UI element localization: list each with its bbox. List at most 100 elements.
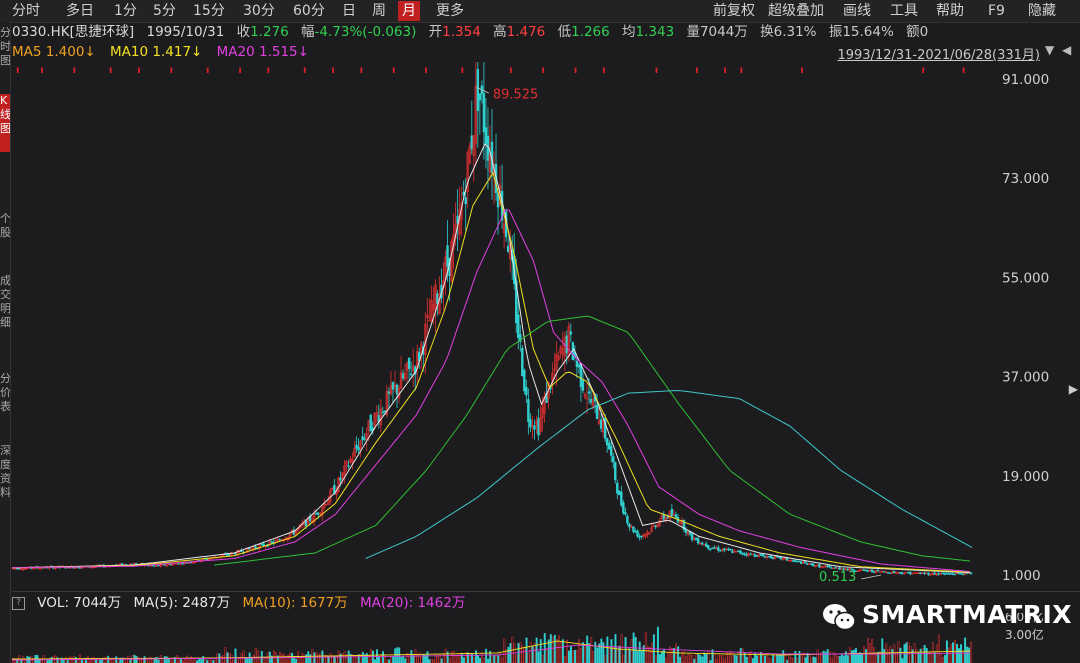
candle-body <box>248 548 251 550</box>
signal-marker: ı <box>137 65 140 76</box>
volume-bar <box>353 656 356 663</box>
volume-bar <box>624 637 627 663</box>
candle-body <box>713 547 716 549</box>
volume-bar <box>254 647 257 663</box>
tab-period-1min[interactable]: 1分 <box>114 3 137 19</box>
volume-bar <box>539 639 542 663</box>
volume-bar <box>861 654 863 663</box>
candle-body <box>278 539 281 541</box>
volume-chart[interactable]: 6.00亿 3.00亿 <box>12 613 1080 663</box>
volume-bar <box>202 656 205 663</box>
signal-marker: ı <box>542 65 545 76</box>
volume-bar <box>695 654 698 663</box>
tab-period-30min[interactable]: 30分 <box>243 3 275 19</box>
side-tab-trade-detail[interactable]: 成交明细 <box>0 274 10 329</box>
volume-bar <box>464 652 467 663</box>
tab-period-60min[interactable]: 60分 <box>293 3 325 19</box>
candle-body <box>539 417 542 432</box>
volume-bar <box>830 658 833 663</box>
indicator-help-icon[interactable]: ? <box>12 596 25 610</box>
volume-bar <box>735 655 738 663</box>
candle-body <box>709 548 712 550</box>
volume-bar <box>828 651 831 663</box>
candle-body <box>446 245 449 267</box>
candle-body <box>717 547 720 551</box>
volume-bar <box>428 659 431 663</box>
range-dropdown-icon[interactable]: ▼ <box>1045 43 1055 57</box>
volume-bar <box>232 659 235 663</box>
hide-button[interactable]: 隐藏 <box>1028 3 1056 19</box>
volume-bar <box>533 643 536 663</box>
ma5-legend: MA5 1.400↓ <box>12 44 96 60</box>
expand-right-icon[interactable]: ▶ <box>1068 382 1078 396</box>
volume-value: 7044万 <box>699 24 748 40</box>
candle-body <box>177 563 180 565</box>
f9-button[interactable]: F9 <box>988 3 1005 19</box>
candle-body <box>628 523 631 528</box>
volume-bar <box>853 649 855 663</box>
adjust-forward-button[interactable]: 前复权 <box>713 3 755 19</box>
candle-body <box>547 381 550 399</box>
tab-period-multiday[interactable]: 多日 <box>66 3 94 19</box>
volume-bar <box>846 655 849 663</box>
volume-bar <box>426 651 429 663</box>
volume-bar <box>165 656 168 663</box>
candle-body <box>363 438 366 440</box>
candle-body <box>470 135 473 150</box>
side-tab-kline[interactable]: K线图 <box>0 94 10 152</box>
candle-body <box>917 572 920 574</box>
volume-bar <box>970 641 973 663</box>
candle-body <box>577 364 581 368</box>
volume-bar <box>543 633 546 663</box>
volume-bar <box>458 653 461 663</box>
quote-info-line: 0330.HK[思捷环球] 1995/10/31 收1.276 幅-4.73%(… <box>12 23 936 41</box>
volume-bar <box>382 651 385 663</box>
volume-bar <box>584 644 587 663</box>
super-overlay-button[interactable]: 超级叠加 <box>768 3 824 19</box>
volume-bar <box>499 653 502 663</box>
price-annotations: 89.525 0.513 <box>476 86 882 585</box>
candle-body <box>882 571 886 573</box>
tab-period-day[interactable]: 日 <box>342 3 356 19</box>
volume-bar <box>553 634 556 663</box>
candle-body <box>383 410 387 413</box>
volume-bar <box>842 655 845 663</box>
kline-chart[interactable]: ı ı ı ı ı ı ı ı ı ı ı ı ı ı ı ı ı ı ı ı ı ı ı ı ı ı 91.000 73.000 5… <box>12 62 1080 592</box>
draw-line-button[interactable]: 画线 <box>843 3 871 19</box>
candle-body <box>599 419 603 429</box>
tab-period-fenshi[interactable]: 分时 <box>12 3 40 19</box>
candle-body <box>759 554 762 556</box>
volume-bar <box>588 643 591 663</box>
volume-bar <box>889 645 892 663</box>
side-tab-fenshi[interactable]: 分时图 <box>0 26 10 67</box>
low-label: 低 <box>557 24 572 40</box>
volume-bar <box>378 656 380 663</box>
range-back-icon[interactable]: ◀ <box>1062 43 1072 57</box>
volume-bar <box>654 655 657 663</box>
help-button[interactable]: 帮助 <box>936 3 964 19</box>
tab-period-month[interactable]: 月 <box>398 1 420 21</box>
volume-bar <box>747 653 750 663</box>
volume-bar <box>743 652 746 663</box>
side-tab-price-table[interactable]: 分价表 <box>0 372 10 413</box>
volume-bar <box>141 659 144 663</box>
candle-body <box>818 564 821 568</box>
side-tab-stock[interactable]: 个股 <box>0 212 10 239</box>
volume-bar <box>396 647 399 663</box>
volume-bar <box>574 650 577 663</box>
volume-bar <box>755 655 758 663</box>
candle-body <box>474 85 478 144</box>
avg-field: 均1.343 <box>622 24 674 40</box>
tab-period-week[interactable]: 周 <box>372 3 386 19</box>
tab-period-15min[interactable]: 15分 <box>193 3 225 19</box>
volume-bar <box>408 655 411 663</box>
volume-bar <box>129 658 132 663</box>
candle-body <box>221 554 225 557</box>
candle-body <box>696 538 700 544</box>
tab-period-more[interactable]: 更多 <box>436 3 464 19</box>
volume-bar <box>782 650 785 663</box>
side-tab-deep-data[interactable]: 深度资料 <box>0 444 10 499</box>
tab-period-5min[interactable]: 5分 <box>153 3 176 19</box>
tools-button[interactable]: 工具 <box>890 3 918 19</box>
date-range-selector[interactable]: 1993/12/31-2021/06/28(331月) <box>837 48 1040 63</box>
